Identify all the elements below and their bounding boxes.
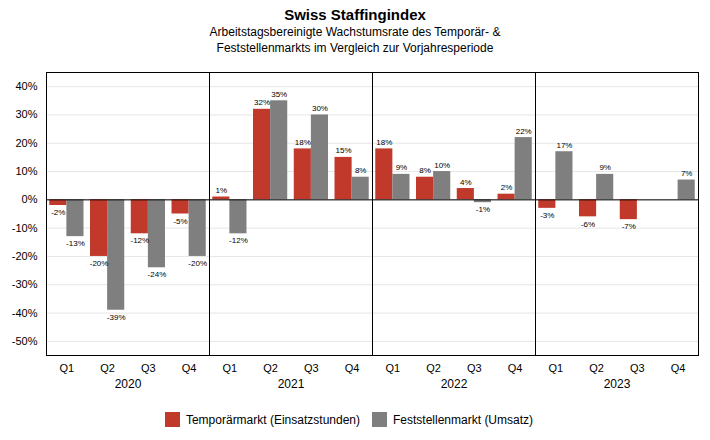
svg-text:Q2: Q2 xyxy=(589,362,604,374)
svg-text:9%: 9% xyxy=(599,164,611,173)
svg-text:8%: 8% xyxy=(419,166,431,175)
svg-text:-30%: -30% xyxy=(12,278,38,290)
svg-text:1%: 1% xyxy=(216,186,228,195)
svg-text:-20%: -20% xyxy=(90,259,109,268)
svg-text:Q2: Q2 xyxy=(100,362,115,374)
svg-text:-6%: -6% xyxy=(581,220,595,229)
svg-text:-10%: -10% xyxy=(12,222,38,234)
svg-text:-20%: -20% xyxy=(12,250,38,262)
svg-text:Q4: Q4 xyxy=(671,362,686,374)
svg-text:2021: 2021 xyxy=(278,377,305,391)
svg-text:2%: 2% xyxy=(501,183,513,192)
svg-text:-50%: -50% xyxy=(12,335,38,347)
svg-text:4%: 4% xyxy=(460,178,472,187)
svg-text:-39%: -39% xyxy=(107,313,126,322)
svg-text:32%: 32% xyxy=(254,98,270,107)
svg-text:Q3: Q3 xyxy=(141,362,156,374)
svg-text:Q4: Q4 xyxy=(182,362,197,374)
svg-text:40%: 40% xyxy=(15,80,37,92)
html-text:Swiss Staffingindex: Swiss Staffingindex xyxy=(284,6,426,23)
html-text:Arbeitstagsbereinigte Wachstum: Arbeitstagsbereinigte Wachstumsrate des … xyxy=(209,25,501,55)
svg-text:30%: 30% xyxy=(312,104,328,113)
svg-text:30%: 30% xyxy=(15,109,37,121)
svg-text:7%: 7% xyxy=(681,169,693,178)
svg-text:8%: 8% xyxy=(355,166,367,175)
svg-text:0%: 0% xyxy=(22,194,38,206)
svg-text:18%: 18% xyxy=(376,138,392,147)
svg-text:-2%: -2% xyxy=(51,208,65,217)
svg-text:18%: 18% xyxy=(295,138,311,147)
svg-text:17%: 17% xyxy=(556,141,572,150)
svg-text:9%: 9% xyxy=(396,164,408,173)
svg-text:-13%: -13% xyxy=(66,240,85,249)
html-text:Feststellenmarkt (Umsatz): Feststellenmarkt (Umsatz) xyxy=(393,412,533,427)
svg-text:Q1: Q1 xyxy=(223,362,238,374)
svg-text:Q1: Q1 xyxy=(549,362,564,374)
svg-text:2020: 2020 xyxy=(115,377,142,391)
svg-text:Q4: Q4 xyxy=(508,362,523,374)
svg-text:-24%: -24% xyxy=(148,271,167,280)
svg-text:Q4: Q4 xyxy=(345,362,360,374)
svg-text:Q2: Q2 xyxy=(426,362,441,374)
svg-text:Q1: Q1 xyxy=(386,362,401,374)
svg-text:Q3: Q3 xyxy=(304,362,319,374)
svg-text:-20%: -20% xyxy=(188,259,207,268)
svg-text:-7%: -7% xyxy=(622,223,636,232)
svg-text:-3%: -3% xyxy=(540,211,554,220)
svg-text:-12%: -12% xyxy=(229,237,248,246)
svg-text:Q3: Q3 xyxy=(630,362,645,374)
svg-text:35%: 35% xyxy=(271,90,287,99)
svg-text:20%: 20% xyxy=(15,137,37,149)
svg-text:Q1: Q1 xyxy=(60,362,75,374)
html-text:Temporärmarkt (Einsatzstunden): Temporärmarkt (Einsatzstunden) xyxy=(185,412,360,427)
svg-text:-1%: -1% xyxy=(476,206,490,215)
svg-text:-40%: -40% xyxy=(12,307,38,319)
svg-text:-5%: -5% xyxy=(173,217,187,226)
svg-text:Q3: Q3 xyxy=(467,362,482,374)
svg-text:15%: 15% xyxy=(336,147,352,156)
svg-text:10%: 10% xyxy=(434,161,450,170)
svg-text:10%: 10% xyxy=(15,165,37,177)
svg-text:2022: 2022 xyxy=(441,377,468,391)
svg-text:2023: 2023 xyxy=(604,377,631,391)
svg-text:22%: 22% xyxy=(516,127,532,136)
svg-text:Q2: Q2 xyxy=(263,362,278,374)
svg-text:-12%: -12% xyxy=(130,237,149,246)
